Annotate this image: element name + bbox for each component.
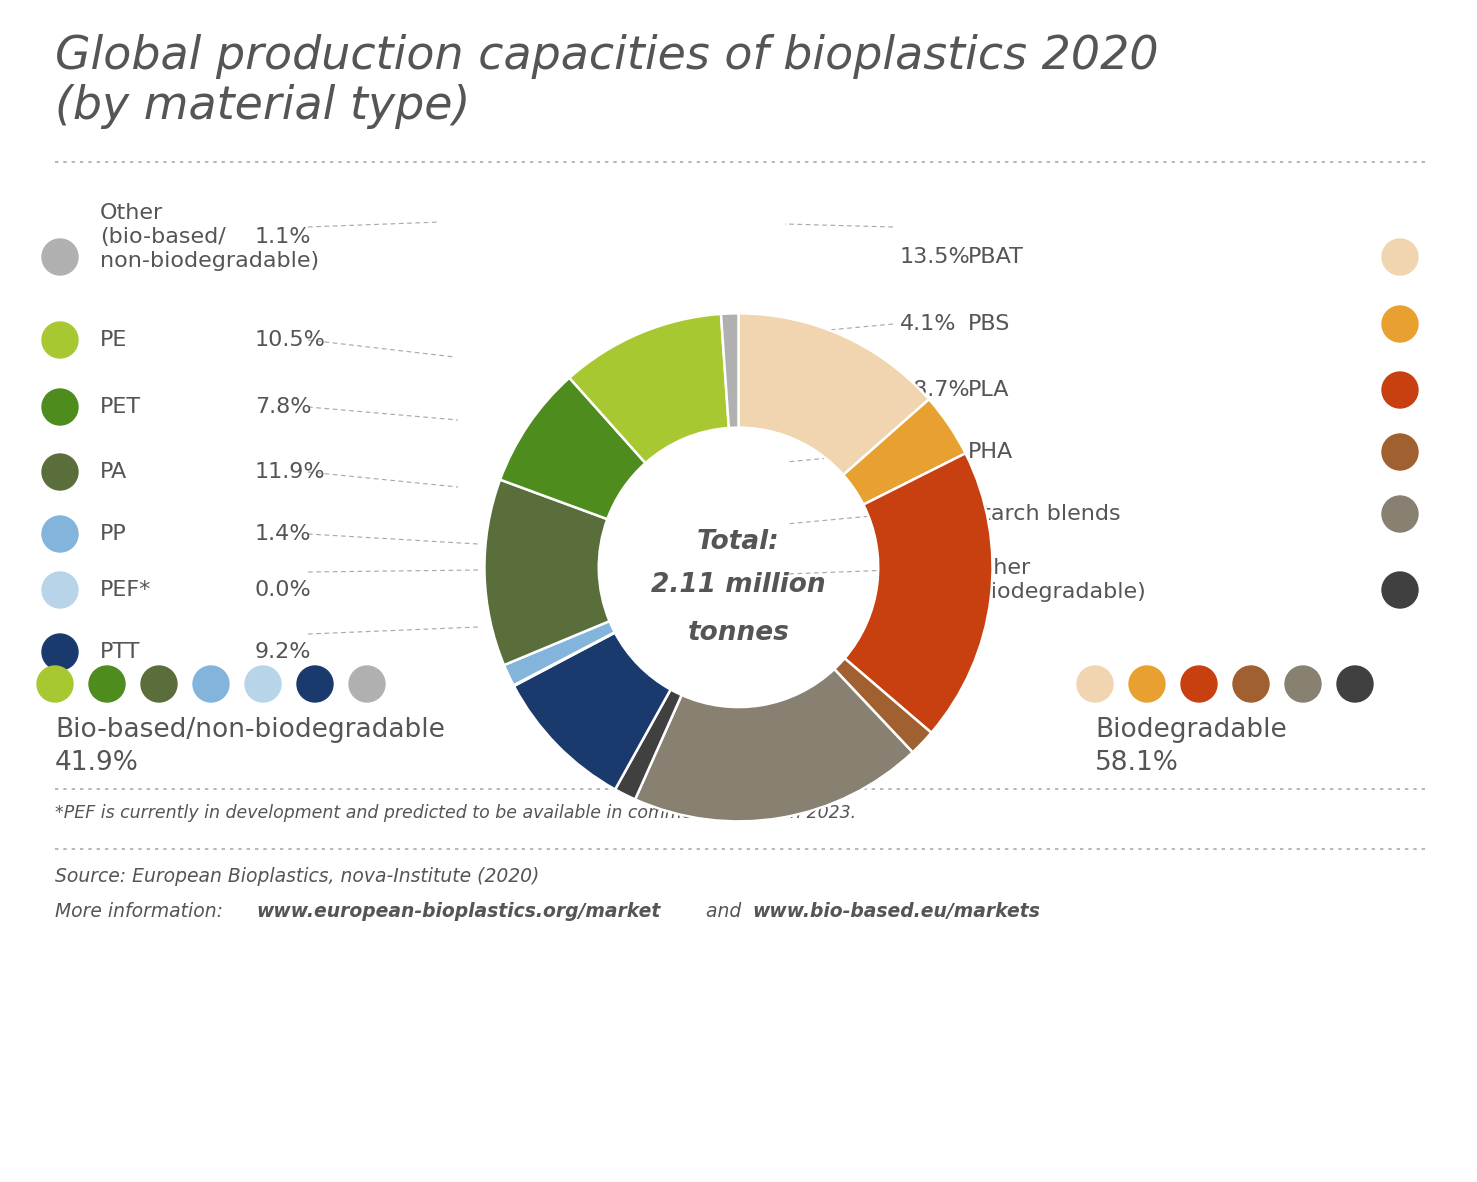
Text: *PEF is currently in development and predicted to be available in commercial sca: *PEF is currently in development and pre… [55, 804, 857, 821]
Circle shape [41, 454, 78, 491]
Text: 4.1%: 4.1% [899, 314, 957, 335]
Text: Total:: Total: [697, 530, 780, 556]
Text: PET: PET [100, 397, 142, 417]
Text: 2.11 million: 2.11 million [651, 572, 826, 598]
Circle shape [193, 665, 229, 702]
Circle shape [1285, 665, 1320, 702]
Text: Other
(bio-based/
non-biodegradable): Other (bio-based/ non-biodegradable) [100, 203, 319, 271]
Wedge shape [614, 689, 681, 799]
Text: 1.7%: 1.7% [899, 442, 957, 462]
Text: 18.7%: 18.7% [899, 379, 970, 400]
Wedge shape [514, 632, 671, 790]
Circle shape [41, 322, 78, 358]
Text: Global production capacities of bioplastics 2020: Global production capacities of bioplast… [55, 34, 1158, 79]
Text: 7.8%: 7.8% [256, 397, 312, 417]
Text: 13.5%: 13.5% [899, 247, 970, 267]
Text: PP: PP [100, 524, 127, 544]
Circle shape [1382, 306, 1418, 342]
Circle shape [41, 572, 78, 608]
Circle shape [41, 389, 78, 426]
Text: Source: European Bioplastics, nova-Institute (2020): Source: European Bioplastics, nova-Insti… [55, 868, 539, 886]
Text: 11.9%: 11.9% [256, 462, 325, 482]
Text: More information:: More information: [55, 902, 229, 921]
Text: Bio-based/non-biodegradable: Bio-based/non-biodegradable [55, 717, 445, 743]
Circle shape [297, 665, 332, 702]
Text: PEF*: PEF* [100, 580, 151, 600]
Circle shape [1382, 496, 1418, 532]
Circle shape [1077, 665, 1114, 702]
Text: PTT: PTT [100, 642, 140, 662]
Circle shape [1128, 665, 1165, 702]
Circle shape [1382, 239, 1418, 275]
Circle shape [1382, 434, 1418, 470]
Text: Biodegradable: Biodegradable [1094, 717, 1286, 743]
Circle shape [1382, 372, 1418, 408]
Text: PA: PA [100, 462, 127, 482]
Wedge shape [738, 313, 929, 475]
Text: 18.7%: 18.7% [899, 504, 970, 524]
Text: www.bio-based.eu/markets: www.bio-based.eu/markets [752, 902, 1040, 921]
Circle shape [41, 517, 78, 552]
Wedge shape [635, 669, 913, 821]
Text: Starch blends: Starch blends [967, 504, 1121, 524]
Text: and: and [700, 902, 747, 921]
Text: 10.5%: 10.5% [256, 330, 326, 350]
Circle shape [140, 665, 177, 702]
Wedge shape [569, 314, 728, 463]
Text: PE: PE [100, 330, 127, 350]
Circle shape [89, 665, 126, 702]
Text: (by material type): (by material type) [55, 84, 470, 129]
Circle shape [349, 665, 385, 702]
Wedge shape [504, 621, 614, 686]
Text: Other
(biodegradable): Other (biodegradable) [967, 558, 1146, 602]
Circle shape [1233, 665, 1269, 702]
Wedge shape [514, 632, 614, 686]
Text: tonnes: tonnes [688, 621, 789, 647]
Text: 0.0%: 0.0% [256, 580, 312, 600]
Text: PBS: PBS [967, 314, 1010, 335]
Circle shape [1182, 665, 1217, 702]
Text: www.european-bioplastics.org/market: www.european-bioplastics.org/market [256, 902, 660, 921]
Circle shape [37, 665, 72, 702]
Circle shape [1337, 665, 1374, 702]
Wedge shape [845, 454, 993, 733]
Text: 1.4%: 1.4% [899, 570, 957, 590]
Wedge shape [484, 480, 610, 665]
Wedge shape [721, 313, 738, 428]
Circle shape [41, 239, 78, 275]
Text: PHA: PHA [967, 442, 1013, 462]
Wedge shape [501, 378, 645, 519]
Circle shape [41, 634, 78, 670]
Circle shape [245, 665, 281, 702]
Wedge shape [835, 658, 932, 752]
Text: 1.4%: 1.4% [256, 524, 312, 544]
Text: 9.2%: 9.2% [256, 642, 312, 662]
Text: 58.1%: 58.1% [1094, 751, 1179, 777]
Wedge shape [843, 400, 966, 505]
Circle shape [1382, 572, 1418, 608]
Text: 41.9%: 41.9% [55, 751, 139, 777]
Text: PLA: PLA [967, 379, 1009, 400]
Text: 1.1%: 1.1% [256, 227, 312, 247]
Text: PBAT: PBAT [967, 247, 1024, 267]
